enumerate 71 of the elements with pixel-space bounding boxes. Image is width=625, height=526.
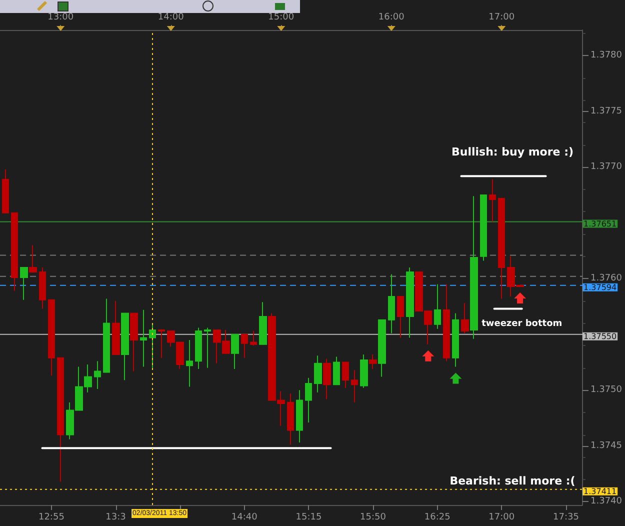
candlestick (287, 393, 294, 446)
candlestick (434, 284, 441, 330)
y-tick-label: 1.3750 (590, 385, 622, 396)
y-tick-label: 1.3760 (590, 274, 622, 284)
candlestick (452, 312, 459, 368)
x2-tick-label: 13:00 (48, 12, 74, 22)
x-tick-label: 17:35 (553, 512, 579, 522)
y-tick-label: 1.3745 (590, 440, 622, 451)
annotation: Bullish: buy more :) (452, 146, 574, 159)
x-tick-label: 14:40 (231, 512, 258, 522)
annotation: tweezer bottom (482, 318, 562, 329)
y-tick-label: 1.3770 (590, 162, 622, 172)
x-tick-label: 12:55 (38, 512, 64, 522)
x-tick-label: 15:50 (360, 512, 386, 522)
candlestick (406, 267, 414, 338)
candlestick (388, 274, 395, 334)
x-tick-label: 13:3 (106, 512, 126, 522)
x2-tick-label: 14:00 (158, 12, 184, 22)
candlestick (369, 354, 377, 370)
candlestick (2, 168, 9, 214)
candlestick (39, 267, 46, 310)
candlestick (204, 327, 211, 368)
ref-line-label: 1.37411 (584, 486, 617, 496)
candlestick (296, 390, 303, 444)
candlestick (333, 356, 340, 386)
candlestick (241, 334, 248, 358)
candlestick (443, 284, 450, 362)
x-tick-label: 15:15 (296, 512, 322, 522)
candlestick (351, 370, 358, 403)
y-tick-label: 1.3775 (590, 106, 622, 116)
candlestick (57, 357, 64, 482)
candlestick (48, 299, 55, 376)
candlestick (360, 354, 368, 388)
candlestick (20, 267, 28, 300)
candlestick (397, 296, 404, 338)
x2-tick-label: 16:00 (378, 12, 405, 22)
annotation: Bearish: sell more :( (450, 474, 576, 488)
y-tick-label: 1.3780 (590, 50, 622, 61)
x-tick-label: 17:00 (488, 512, 515, 522)
candlestick (186, 339, 193, 388)
candlestick (250, 330, 257, 346)
candlestick (112, 300, 120, 355)
ref-line-label: 1.37594 (584, 282, 617, 292)
x2-tick-label: 17:00 (488, 12, 515, 22)
candlestick (103, 298, 110, 373)
candlestick (378, 319, 386, 378)
candlestick (498, 198, 505, 300)
candlestick (259, 302, 267, 345)
candlestick (489, 178, 496, 222)
candlestick (130, 312, 138, 372)
candlestick (149, 322, 156, 368)
candlestick (195, 327, 202, 370)
candlestick (342, 362, 349, 388)
ref-line-label: 1.37550 (584, 332, 617, 341)
candlestick (29, 244, 37, 272)
candlestick (158, 329, 165, 358)
candlestick (94, 360, 101, 390)
candlestick (470, 196, 478, 340)
candlestick (461, 302, 469, 334)
ref-line-label: 1.37651 (584, 219, 617, 228)
x2-tick-label: 15:00 (268, 12, 294, 22)
candlestick (231, 334, 239, 370)
candlestick (305, 377, 312, 423)
y-tick-label: 1.3740 (590, 496, 622, 507)
candlestick (11, 212, 18, 292)
candlestick (480, 194, 487, 262)
candlestick (314, 355, 322, 393)
candlestick (121, 312, 129, 381)
candlestick (140, 309, 147, 368)
x-tick-label: 16:25 (424, 512, 450, 522)
candlestick (323, 358, 331, 400)
